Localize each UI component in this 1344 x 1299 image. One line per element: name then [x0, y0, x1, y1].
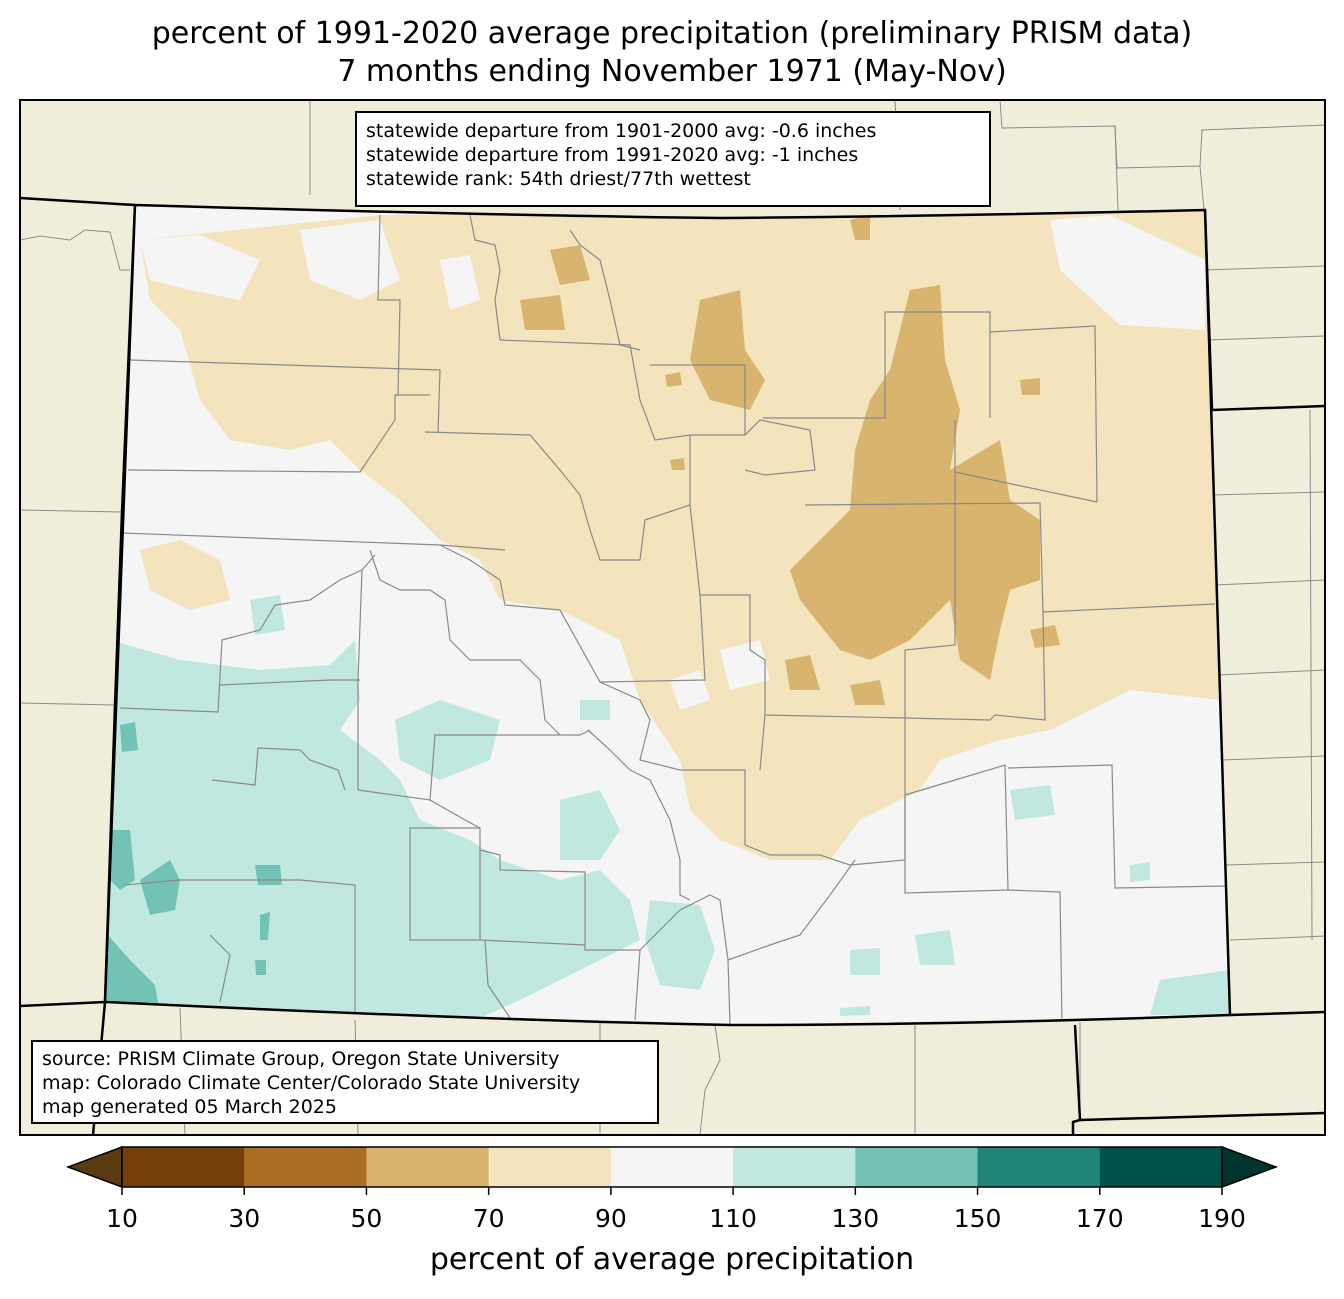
colorbar-segment: [122, 1147, 245, 1187]
colorado-border: [103, 203, 1232, 1027]
colorbar-segment: [1099, 1147, 1223, 1187]
colorbar-extend-high: [1221, 1145, 1279, 1189]
source-box: source: PRISM Climate Group, Oregon Stat…: [31, 1040, 659, 1124]
colorbar-segment: [610, 1147, 734, 1187]
colorbar-segment: [855, 1147, 979, 1187]
colorbar-extend-low: [65, 1145, 123, 1189]
map-title-line2: 7 months ending November 1971 (May-Nov): [337, 54, 1007, 89]
colorbar-segment: [488, 1147, 612, 1187]
colorbar-outline: [121, 1146, 1223, 1188]
colorbar-segment: [244, 1147, 367, 1187]
source-line-2: map: Colorado Climate Center/Colorado St…: [42, 1072, 581, 1094]
colorbar-tick-label: 70: [472, 1204, 505, 1233]
colorado-precip-field: [105, 205, 1230, 1025]
colorbar-tick-label: 50: [350, 1204, 383, 1233]
map-title-line1: percent of 1991-2020 average precipitati…: [151, 16, 1193, 51]
colorbar-tick-label: 170: [1075, 1204, 1124, 1233]
colorbar-tick-label: 130: [831, 1204, 880, 1233]
colorbar-tick-label: 110: [709, 1204, 757, 1233]
colorbar-tick-label: 190: [1198, 1204, 1246, 1233]
colorbar-tick-label: 10: [106, 1204, 138, 1233]
colorbar-segment: [977, 1147, 1101, 1187]
colorbar-tick-label: 30: [228, 1204, 261, 1233]
stats-line-3: statewide rank: 54th driest/77th wettest: [366, 168, 751, 190]
source-line-1: source: PRISM Climate Group, Oregon Stat…: [42, 1048, 560, 1070]
colorbar-tick-label: 150: [953, 1204, 1002, 1233]
stats-line-1: statewide departure from 1901-2000 avg: …: [366, 120, 877, 142]
colorbar-tick-label: 90: [594, 1204, 627, 1233]
statewide-stats-box: statewide departure from 1901-2000 avg: …: [355, 111, 991, 207]
colorado-county-lines: [119, 214, 1229, 1025]
colorbar: [65, 1145, 1279, 1195]
colorbar-segment: [733, 1147, 856, 1187]
source-line-3: map generated 05 March 2025: [42, 1096, 337, 1118]
colorbar-segment: [366, 1147, 490, 1187]
map-frame: [19, 99, 1326, 1136]
colorbar-label: percent of average precipitation: [429, 1242, 915, 1277]
stats-line-2: statewide departure from 1991-2020 avg: …: [366, 144, 859, 166]
